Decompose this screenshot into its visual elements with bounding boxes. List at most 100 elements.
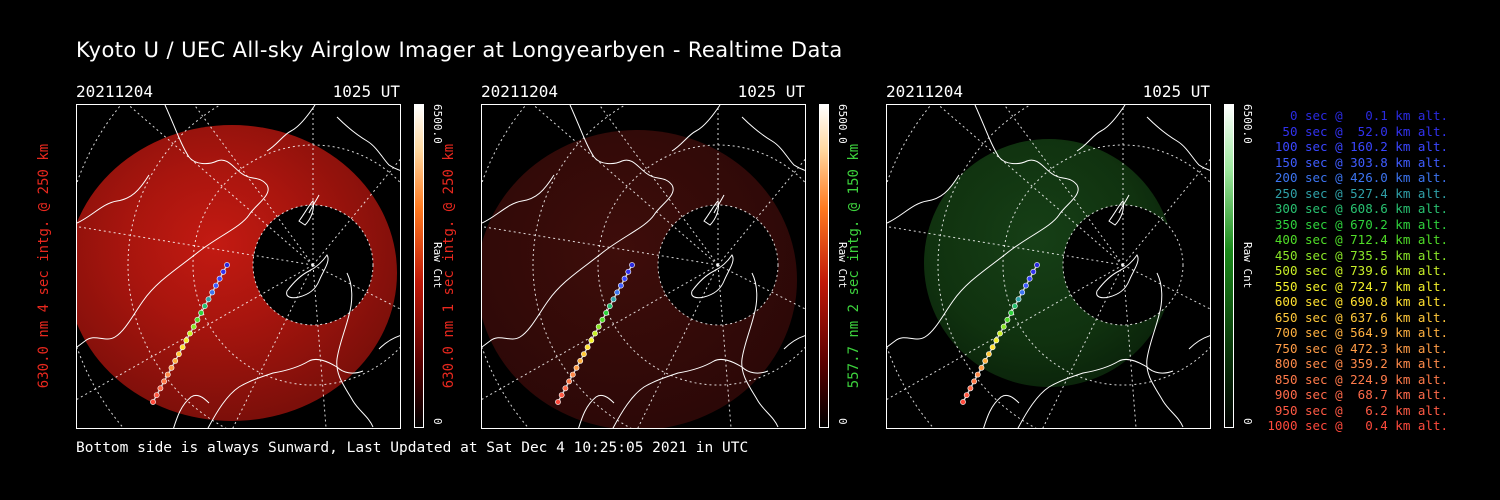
- trajectory-point: [1019, 289, 1026, 296]
- imager-panel-557nm-2sec: 20211204 1025 UT 557.7 nm 2 sec intg. @ …: [840, 80, 1254, 435]
- colorbar: [1224, 104, 1234, 428]
- trajectory-point: [1004, 316, 1011, 323]
- legend-row: 650 sec @ 637.6 km alt.: [1267, 309, 1448, 325]
- colorbar-unit-label: Raw Cnt: [1241, 242, 1254, 289]
- trajectory-point: [573, 364, 580, 371]
- trajectory-point: [194, 316, 201, 323]
- colorbar-max-label: 6500.0: [836, 104, 849, 144]
- trajectory-point: [153, 392, 160, 398]
- colorbar-min-label: 0: [431, 418, 444, 425]
- legend-row: 850 sec @ 224.9 km alt.: [1267, 371, 1448, 387]
- trajectory-point: [1026, 275, 1033, 282]
- panel-wavelength-label: 630.0 nm 1 sec intg. @ 250 km: [441, 143, 457, 389]
- trajectory-point: [974, 371, 981, 378]
- trajectory-point: [1015, 296, 1022, 303]
- trajectory-point: [164, 371, 171, 378]
- trajectory-point: [629, 262, 635, 268]
- trajectory-point: [606, 303, 613, 309]
- trajectory-point: [581, 351, 587, 357]
- allsky-map-image: [886, 104, 1211, 429]
- trajectory-point: [960, 399, 966, 405]
- panel-date: 20211204: [76, 82, 154, 101]
- trajectory-point: [183, 337, 190, 344]
- trajectory-point: [179, 344, 186, 351]
- trajectory-point: [1000, 323, 1007, 330]
- legend-row: 0 sec @ 0.1 km alt.: [1267, 108, 1448, 123]
- trajectory-point: [201, 303, 208, 309]
- legend-row: 600 sec @ 690.8 km alt.: [1267, 294, 1448, 309]
- colorbar: [819, 104, 829, 428]
- trajectory-point: [190, 323, 197, 330]
- panel-time: 1025 UT: [1142, 82, 1210, 101]
- trajectory-point: [625, 268, 632, 275]
- trajectory-point: [963, 392, 970, 398]
- trajectory-point: [209, 289, 216, 296]
- trajectory-point: [997, 330, 1003, 337]
- trajectory-point: [1034, 262, 1040, 268]
- trajectory-point: [989, 344, 996, 351]
- trajectory-point: [224, 262, 230, 268]
- legend-row: 100 sec @ 160.2 km alt.: [1267, 139, 1448, 154]
- trajectory-point: [555, 399, 561, 405]
- legend-row: 250 sec @ 527.4 km alt.: [1267, 185, 1448, 201]
- legend-row: 450 sec @ 735.5 km alt.: [1267, 247, 1448, 263]
- trajectory-point: [982, 357, 989, 364]
- trajectory-point: [172, 357, 179, 364]
- legend-row: 200 sec @ 426.0 km alt.: [1267, 170, 1448, 185]
- colorbar: [414, 104, 424, 428]
- trajectory-point: [187, 330, 193, 337]
- trajectory-point: [993, 337, 1000, 344]
- colorbar-unit-label: Raw Cnt: [836, 242, 849, 289]
- trajectory-point: [558, 392, 565, 398]
- trajectory-point: [1030, 268, 1037, 275]
- trajectory-point: [614, 289, 621, 296]
- trajectory-point: [592, 330, 598, 337]
- trajectory-point: [584, 344, 591, 351]
- trajectory-point: [157, 385, 164, 392]
- panel-time: 1025 UT: [737, 82, 805, 101]
- trajectory-point: [168, 364, 175, 371]
- legend-row: 50 sec @ 52.0 km alt.: [1267, 123, 1448, 139]
- colorbar-min-label: 0: [1241, 418, 1254, 425]
- trajectory-point: [978, 364, 985, 371]
- trajectory-point: [176, 351, 182, 357]
- imager-panel-630nm-4sec: 20211204 1025 UT 630.0 nm 4 sec intg. @ …: [30, 80, 444, 435]
- trajectory-point: [220, 268, 227, 275]
- panel-wavelength-label: 557.7 nm 2 sec intg. @ 150 km: [846, 143, 862, 389]
- trajectory-point: [562, 385, 569, 392]
- trajectory-point: [198, 309, 204, 316]
- trajectory-point: [595, 323, 602, 330]
- legend-row: 150 sec @ 303.8 km alt.: [1267, 154, 1448, 170]
- imager-panel-630nm-1sec: 20211204 1025 UT 630.0 nm 1 sec intg. @ …: [435, 80, 849, 435]
- trajectory-point: [603, 309, 609, 316]
- trajectory-legend: 0 sec @ 0.1 km alt. 50 sec @ 52.0 km alt…: [1262, 108, 1448, 434]
- panel-date: 20211204: [886, 82, 964, 101]
- allsky-map-image: [76, 104, 401, 429]
- panel-wavelength-label: 630.0 nm 4 sec intg. @ 250 km: [36, 143, 52, 389]
- legend-row: 1000 sec @ 0.4 km alt.: [1267, 418, 1448, 433]
- trajectory-point: [971, 378, 977, 385]
- trajectory-point: [1022, 282, 1029, 289]
- legend-row: 550 sec @ 724.7 km alt.: [1267, 278, 1448, 294]
- trajectory-point: [610, 296, 617, 303]
- legend-row: 800 sec @ 359.2 km alt.: [1267, 356, 1448, 371]
- legend-row: 300 sec @ 608.6 km alt.: [1267, 201, 1448, 216]
- legend-row: 500 sec @ 739.6 km alt.: [1267, 263, 1448, 278]
- footer-note: Bottom side is always Sunward, Last Upda…: [76, 440, 749, 456]
- panel-date: 20211204: [481, 82, 559, 101]
- trajectory-point: [205, 296, 212, 303]
- colorbar-min-label: 0: [836, 418, 849, 425]
- legend-row: 950 sec @ 6.2 km alt.: [1267, 402, 1448, 418]
- trajectory-point: [621, 275, 628, 282]
- trajectory-point: [566, 378, 572, 385]
- colorbar-unit-label: Raw Cnt: [431, 242, 444, 289]
- allsky-map-image: [481, 104, 806, 429]
- trajectory-point: [986, 351, 992, 357]
- trajectory-point: [212, 282, 219, 289]
- trajectory-point: [150, 399, 156, 405]
- trajectory-point: [599, 316, 606, 323]
- colorbar-max-label: 6500.0: [1241, 104, 1254, 144]
- legend-row: 350 sec @ 670.2 km alt.: [1267, 216, 1448, 232]
- trajectory-point: [1011, 303, 1018, 309]
- legend-row: 900 sec @ 68.7 km alt.: [1267, 387, 1448, 402]
